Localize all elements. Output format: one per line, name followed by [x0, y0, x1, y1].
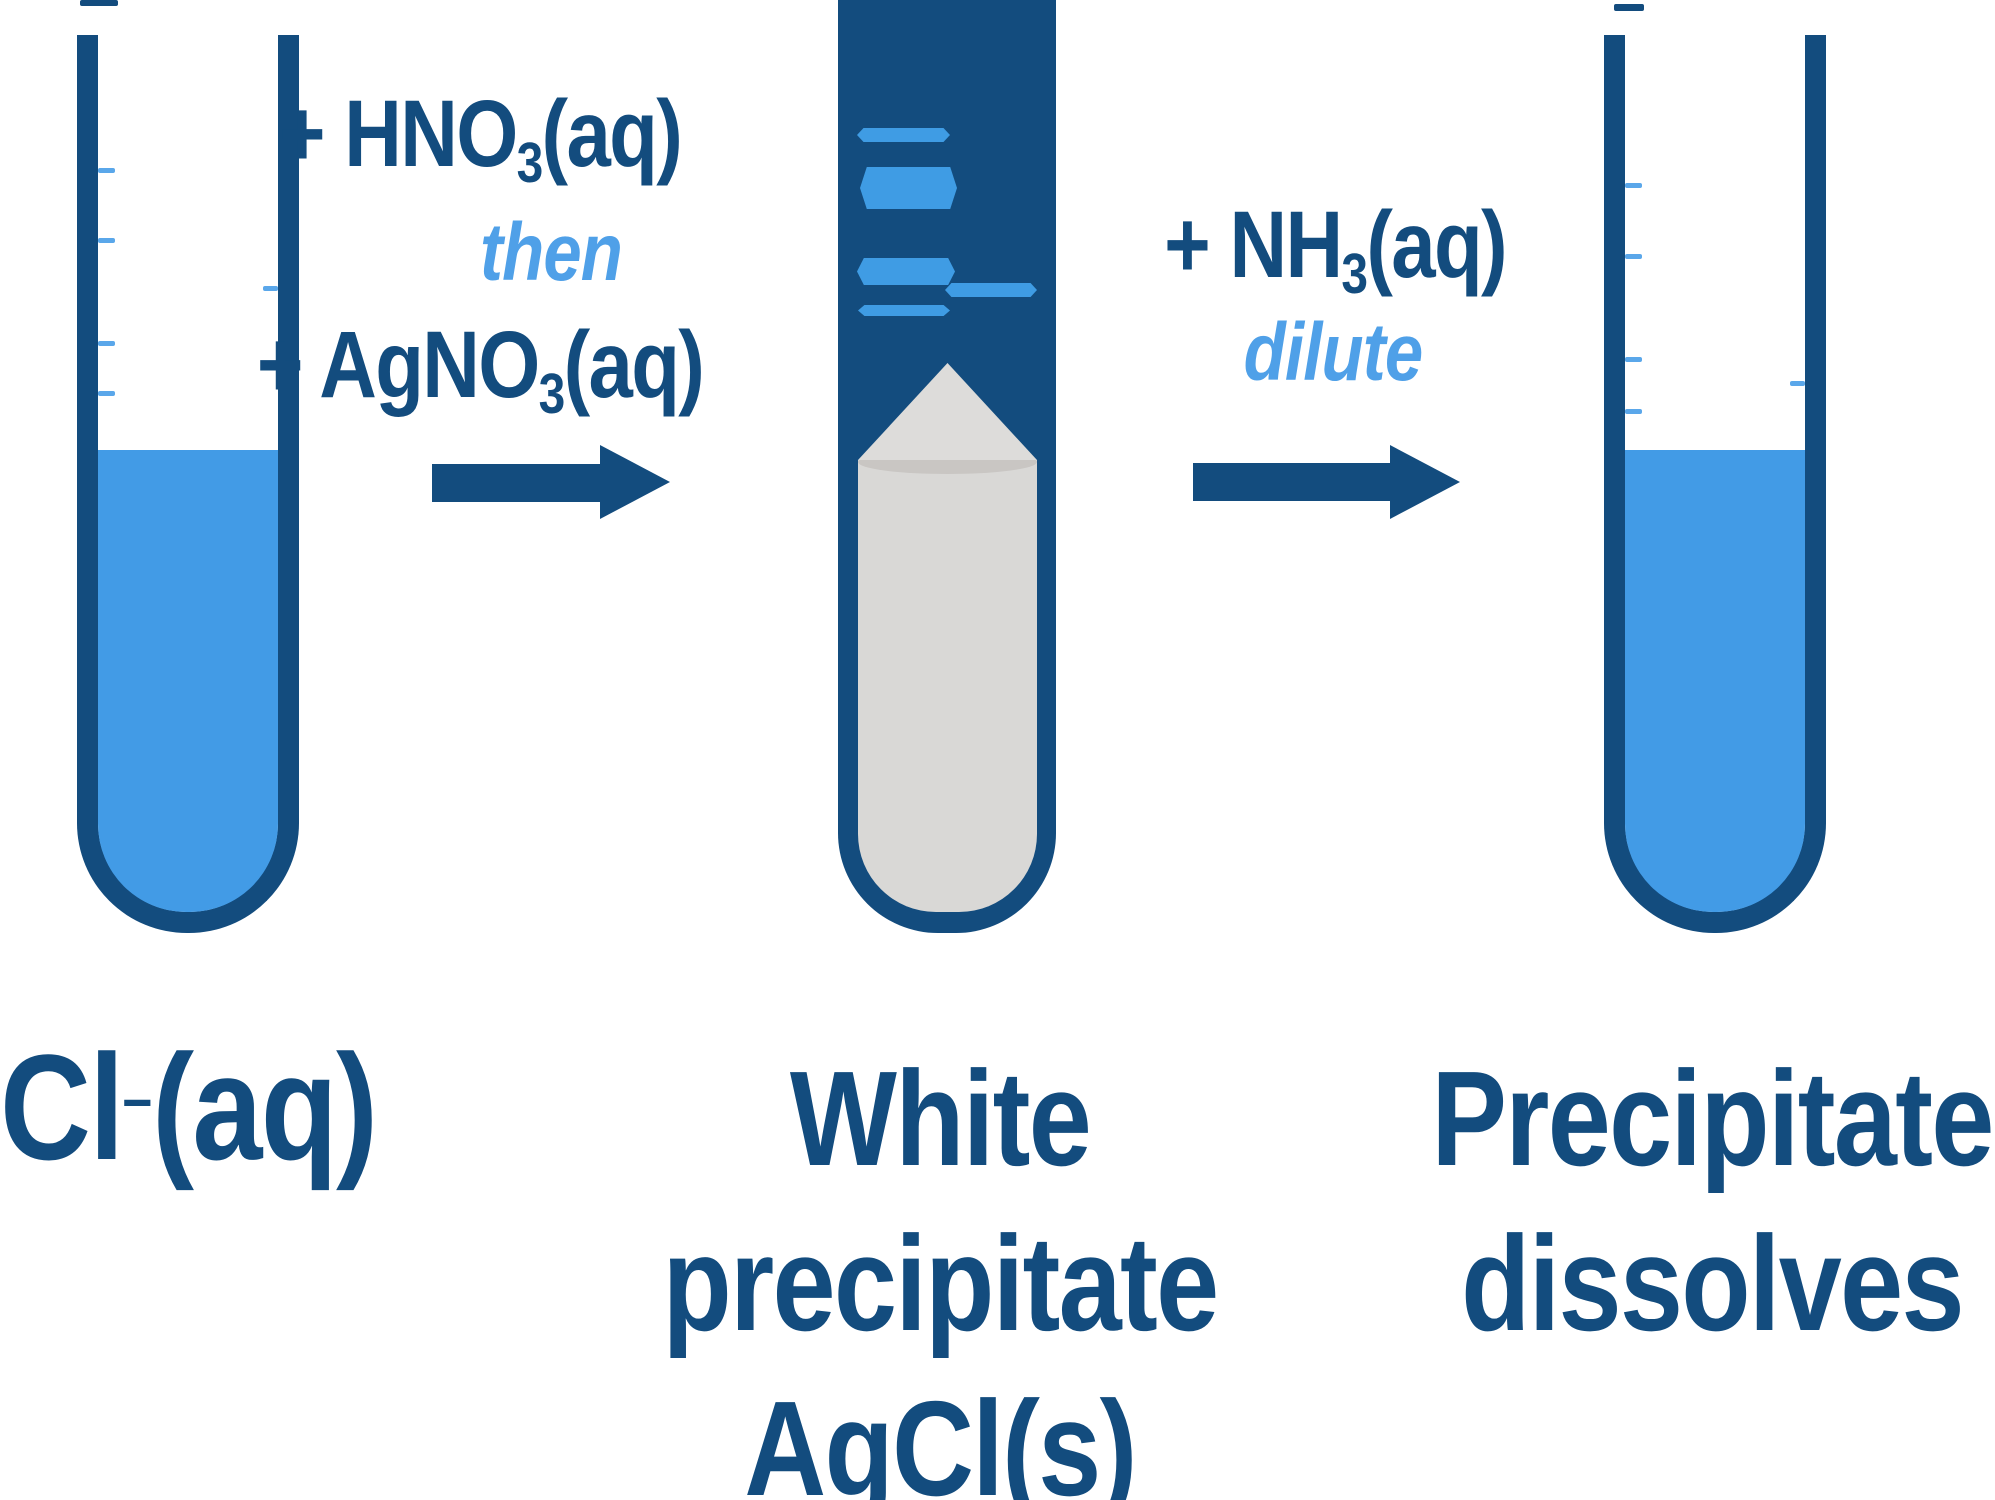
formula-suffix: (aq) — [541, 81, 683, 187]
graduation-tick — [1625, 183, 1642, 188]
reaction-arrow-1-head — [600, 445, 670, 519]
formula-subscript: 3 — [1341, 241, 1368, 306]
caption-precipitate: precipitate — [662, 1208, 1219, 1359]
caption-precipitate-dissolves-line2: dissolves — [1461, 1208, 1964, 1359]
solution-streak — [860, 167, 957, 209]
solution-streak — [857, 128, 950, 142]
reagent-hno3-label: + HNO3(aq) — [279, 87, 683, 195]
reagent-agno3-label: + AgNO3(aq) — [257, 318, 705, 426]
graduation-tick — [1625, 254, 1642, 259]
graduation-tick — [1625, 357, 1642, 362]
reaction-arrow-2-head — [1390, 445, 1460, 519]
caption-chloride-ion: Cl–(aq) — [0, 1032, 378, 1182]
caption-white: White — [789, 1043, 1092, 1194]
formula-subscript: 3 — [538, 361, 566, 426]
test-tube-left — [77, 35, 299, 933]
test-tube-middle — [838, 0, 1056, 933]
graduation-tick — [98, 391, 115, 396]
ion-base: Cl — [0, 1023, 124, 1191]
graduation-tick — [98, 238, 115, 243]
solution-streak — [857, 258, 955, 285]
liquid-chloride-solution — [98, 450, 278, 912]
graduation-tick — [1625, 409, 1642, 414]
reaction-arrow-1-shaft — [432, 464, 604, 502]
precipitate-peak — [858, 363, 1037, 460]
ion-charge-superscript: – — [122, 1063, 153, 1134]
graduation-mark-top-left — [80, 0, 118, 6]
graduation-tick — [98, 168, 115, 173]
connector-then-label: then — [479, 207, 623, 298]
connector-dilute-label: dilute — [1243, 307, 1423, 398]
formula-prefix: + HNO — [278, 81, 518, 187]
ion-suffix: (aq) — [152, 1023, 378, 1191]
solution-streak — [858, 305, 950, 316]
caption-agcl: AgCl(s) — [744, 1373, 1137, 1500]
caption-precipitate-dissolves-line1: Precipitate — [1431, 1043, 1994, 1194]
formula-prefix: + AgNO — [256, 312, 540, 418]
reagent-nh3-label: + NH3(aq) — [1164, 198, 1508, 306]
formula-suffix: (aq) — [563, 312, 705, 418]
solution-streak — [945, 283, 1037, 297]
graduation-mark-top-right — [1614, 4, 1644, 11]
liquid-dissolved-solution — [1625, 450, 1805, 912]
precipitate-body — [858, 460, 1037, 912]
formula-prefix: + NH — [1164, 192, 1343, 298]
graduation-tick — [263, 286, 278, 291]
formula-subscript: 3 — [516, 130, 544, 195]
formula-suffix: (aq) — [1366, 192, 1507, 298]
test-tube-right — [1604, 35, 1826, 933]
graduation-tick — [98, 341, 115, 346]
reaction-arrow-2-shaft — [1193, 463, 1393, 501]
graduation-tick — [1790, 381, 1805, 386]
